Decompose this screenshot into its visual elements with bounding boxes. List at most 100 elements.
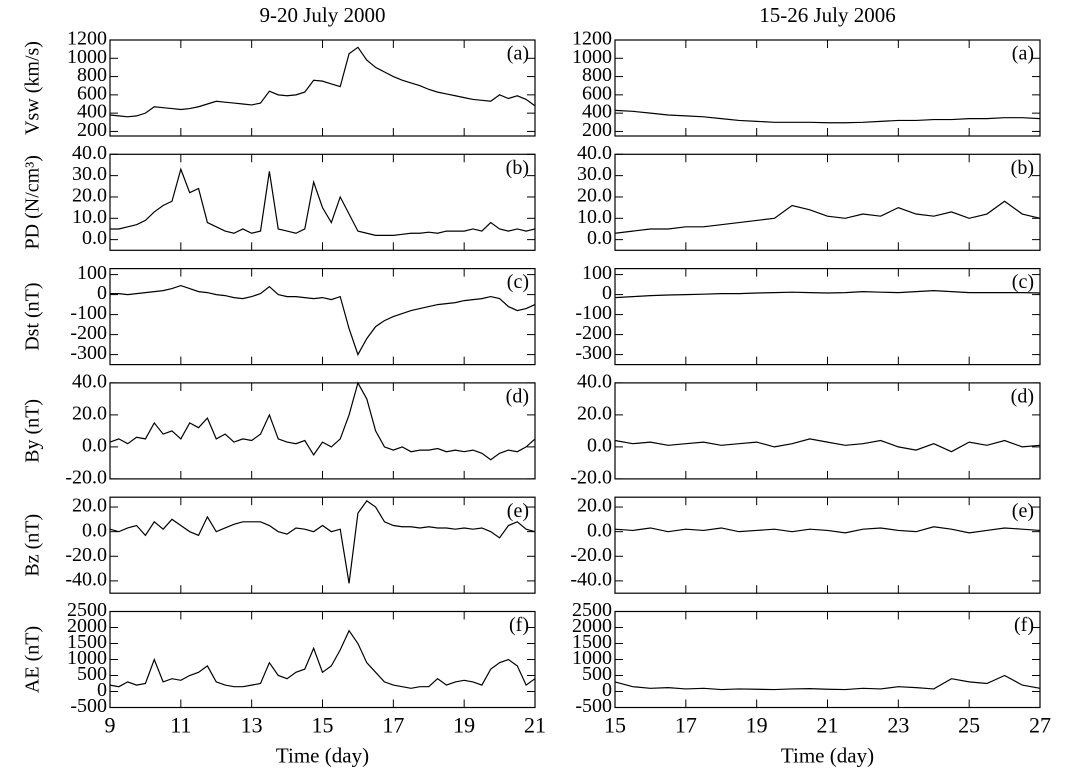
y-tick-label: 20.0 (72, 185, 107, 207)
data-line (614, 109, 1041, 124)
y-tick-label: 20.0 (72, 402, 107, 424)
y-axis-label: Dst (nT) (22, 282, 44, 350)
plot-frame (614, 382, 1041, 480)
y-tick-label: 30.0 (72, 163, 107, 185)
plot-frame (614, 268, 1041, 366)
panel-label: (d) (506, 385, 529, 407)
y-axis-label: By (nT) (22, 399, 44, 463)
column-title: 15-26 July 2006 (759, 3, 896, 27)
y-tick-label: 0.0 (587, 227, 612, 249)
y-tick-label: 40.0 (72, 142, 107, 164)
panel-label: (a) (1012, 43, 1034, 65)
y-tick-label: 0.0 (82, 434, 107, 456)
data-line (614, 200, 1041, 234)
x-tick-label: 17 (675, 713, 697, 738)
y-tick-label: -500 (575, 695, 612, 717)
y-tick-label: 40.0 (72, 370, 107, 392)
y-tick-label: 1000 (572, 46, 612, 68)
y-tick-label: 200 (77, 119, 107, 141)
x-tick-label: 9 (105, 713, 116, 738)
x-tick-label: 27 (1029, 713, 1051, 738)
plot-frame (109, 268, 536, 366)
y-tick-label: 0 (97, 679, 107, 701)
plot-frame (614, 153, 1041, 251)
y-tick-label: 30.0 (577, 163, 612, 185)
plot-frame (614, 610, 1041, 709)
y-tick-label: 1000 (572, 647, 612, 669)
plot-frame (109, 382, 536, 480)
y-tick-label: -300 (575, 342, 612, 364)
y-tick-label: 200 (582, 119, 612, 141)
column-title: 9-20 July 2000 (260, 3, 386, 27)
y-tick-label: 0 (97, 282, 107, 304)
y-tick-label: 0.0 (587, 519, 612, 541)
y-tick-label: -40.0 (570, 568, 612, 590)
y-tick-label: 1000 (67, 46, 107, 68)
y-tick-label: -40.0 (65, 568, 107, 590)
plot-frame (109, 496, 536, 594)
x-tick-label: 23 (887, 713, 909, 738)
x-tick-label: 21 (524, 713, 546, 738)
data-line (109, 381, 536, 461)
x-tick-label: 19 (746, 713, 768, 738)
y-tick-label: 100 (582, 262, 612, 284)
y-tick-label: -20.0 (570, 466, 612, 488)
data-line (614, 674, 1041, 691)
y-tick-label: -200 (70, 322, 107, 344)
y-tick-label: 40.0 (577, 142, 612, 164)
plot-frame (614, 496, 1041, 594)
x-tick-label: 15 (312, 713, 334, 738)
plot-frame (109, 39, 536, 137)
y-tick-label: -20.0 (570, 544, 612, 566)
y-tick-label: 20.0 (577, 185, 612, 207)
y-tick-label: 100 (77, 262, 107, 284)
y-tick-label: 600 (582, 82, 612, 104)
panel-label: (f) (1014, 614, 1034, 636)
y-tick-label: 0 (602, 282, 612, 304)
panel-label: (a) (507, 43, 529, 65)
y-tick-label: 1200 (572, 28, 612, 50)
y-tick-label: -300 (70, 342, 107, 364)
panel-label: (d) (1011, 385, 1034, 407)
y-tick-label: -200 (575, 322, 612, 344)
data-line (614, 526, 1041, 534)
y-tick-label: -100 (70, 302, 107, 324)
y-tick-label: 2500 (572, 599, 612, 621)
y-tick-label: 500 (582, 663, 612, 685)
y-tick-label: 40.0 (577, 370, 612, 392)
x-tick-label: 25 (958, 713, 980, 738)
x-tick-label: 11 (170, 713, 191, 738)
y-tick-label: -100 (575, 302, 612, 324)
plot-frame (614, 39, 1041, 137)
y-tick-label: 20.0 (577, 495, 612, 517)
panel-label: (e) (507, 500, 529, 522)
y-tick-label: 600 (77, 82, 107, 104)
x-tick-label: 19 (453, 713, 475, 738)
y-tick-label: 2000 (67, 615, 107, 637)
y-tick-label: 10.0 (577, 206, 612, 228)
y-tick-label: -20.0 (65, 466, 107, 488)
y-tick-label: 0.0 (82, 227, 107, 249)
y-tick-label: 20.0 (577, 402, 612, 424)
y-tick-label: 1200 (67, 28, 107, 50)
data-line (614, 289, 1041, 299)
panel-label: (e) (1012, 500, 1034, 522)
y-tick-label: 400 (77, 101, 107, 123)
y-tick-label: 2500 (67, 599, 107, 621)
y-axis-label: AE (nT) (22, 626, 44, 693)
x-axis-label: Time (day) (276, 743, 369, 767)
data-line (110, 284, 536, 357)
y-tick-label: 400 (582, 101, 612, 123)
y-axis-label: Vsw (km/s) (22, 41, 44, 135)
x-tick-label: 21 (817, 713, 839, 738)
data-line (109, 500, 536, 584)
y-tick-label: 1000 (67, 647, 107, 669)
panel-label: (f) (509, 614, 529, 636)
y-tick-label: -500 (70, 695, 107, 717)
y-tick-label: 0 (602, 679, 612, 701)
x-tick-label: 15 (604, 713, 626, 738)
panel-label: (b) (1011, 157, 1034, 179)
y-axis-label: PD (N/cm³) (22, 155, 44, 249)
